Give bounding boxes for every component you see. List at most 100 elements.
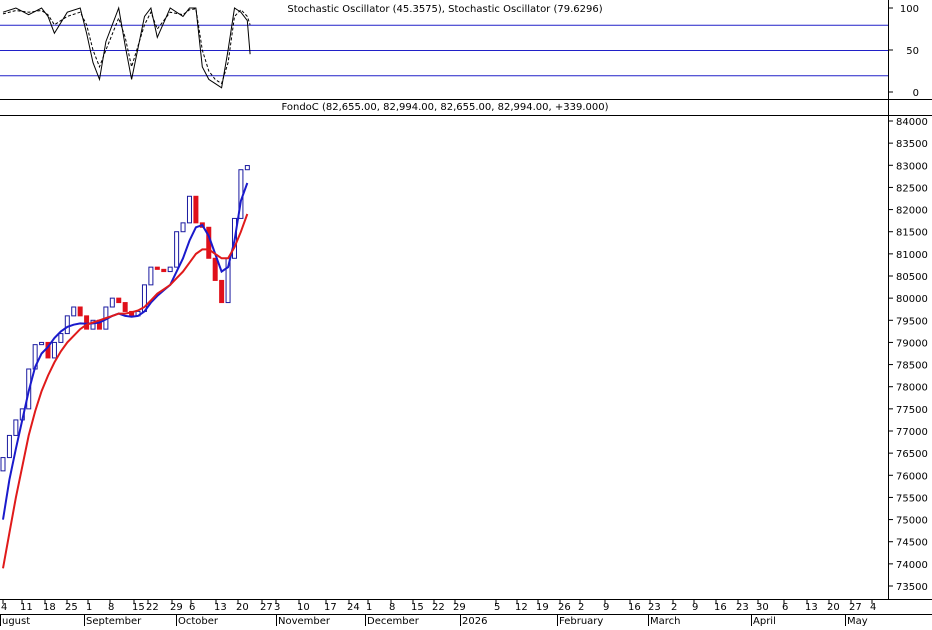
x-tick-label: 22 [432,602,445,613]
x-tick-label: 2 [671,602,677,613]
x-tick-label: 13 [805,602,818,613]
month-label: March [650,616,680,626]
month-label: February [559,616,603,626]
moving-average-line [2,213,249,569]
x-tick-label: 16 [628,602,641,613]
x-tick-label: 9 [692,602,698,613]
x-tick-label: 26 [558,602,571,613]
x-tick-label: 11 [20,602,33,613]
x-tick-label: 27 [849,602,862,613]
x-tick-label: 17 [324,602,337,613]
price-tick-label: 84000 [896,117,928,128]
x-tick-label: 6 [189,602,195,613]
x-tick-label: 30 [756,602,769,613]
x-tick-label: 22 [146,602,159,613]
price-bar [122,302,128,312]
x-tick-label: 5 [494,602,500,613]
osc-tick-label: 100 [900,4,919,15]
price-bar [77,306,83,317]
x-tick-label: 15 [132,602,145,613]
price-bar [148,266,154,286]
x-tick-label: 8 [108,602,114,613]
x-axis: 4 11 18 25 1 8 15 22 29 6 13 20 27 3 10 17 24 1 8 15 22 29 5 12… [0,599,876,627]
month-label: November [278,616,331,626]
month-label: October [178,616,219,626]
price-tick-label: 78500 [896,361,928,372]
price-bar [71,306,77,317]
price-bar [174,231,180,268]
x-tick-label: 12 [515,602,528,613]
price-tick-label: 82500 [896,183,928,194]
price-tick-label: 77500 [896,405,928,416]
price-bar [64,315,70,335]
x-tick-label: 29 [170,602,183,613]
x-tick-label: 2 [578,602,584,613]
price-bar [154,266,160,270]
x-tick-label: 19 [536,602,549,613]
x-tick-label: 1 [366,602,372,613]
price-bar [109,297,115,308]
price-tick-label: 76500 [896,449,928,460]
price-tick-label: 74000 [896,560,928,571]
chart-frame [0,0,932,615]
x-tick-label: 25 [65,602,78,613]
price-bar [186,195,192,224]
x-tick-label: 1 [86,602,92,613]
price-tick-label: 76000 [896,471,928,482]
price-tick-label: 75500 [896,493,928,504]
price-bars [0,165,250,472]
price-bar [212,257,218,281]
price-tick-label: 82000 [896,206,928,217]
month-label: September [86,616,142,626]
price-bar [39,341,45,346]
x-tick-label: 29 [453,602,466,613]
month-label: ugust [2,616,30,626]
osc-panel-title: Stochastic Oscillator (45.3575), Stochas… [287,4,602,15]
price-bar [161,268,167,273]
price-tick-label: 80000 [896,294,928,305]
price-tick-label: 81000 [896,250,928,261]
price-tick-label: 74500 [896,538,928,549]
price-tick-label: 77000 [896,427,928,438]
x-tick-label: 16 [714,602,727,613]
price-tick-label: 75000 [896,516,928,527]
price-panel-title: FondoC (82,655.00, 82,994.00, 82,655.00,… [281,102,608,113]
x-tick-label: 23 [648,602,661,613]
price-bar [116,297,122,304]
price-bar [219,279,225,304]
x-tick-label: 20 [827,602,840,613]
price-tick-label: 81500 [896,228,928,239]
price-bar [244,165,250,171]
month-label: April [753,616,776,626]
x-tick-label: 4 [870,602,876,613]
price-bar [84,315,90,330]
price-tick-label: 80500 [896,272,928,283]
price-bar [0,457,6,472]
osc-series-line [2,6,251,89]
price-bar [51,341,57,359]
x-tick-label: 4 [1,602,7,613]
price-tick-label: 73500 [896,582,928,593]
price-tick-label: 83500 [896,139,928,150]
moving-average-line [2,182,249,520]
x-tick-label: 20 [236,602,249,613]
price-tick-label: 78000 [896,383,928,394]
price-bar [167,266,173,273]
x-tick-label: 10 [297,602,310,613]
price-bar [193,195,199,224]
osc-reference-levels [0,24,888,77]
x-tick-label: 23 [736,602,749,613]
osc-series-line [2,8,251,85]
price-bar [13,419,19,436]
price-tick-label: 79000 [896,338,928,349]
x-tick-label: 18 [43,602,56,613]
x-tick-label: 13 [214,602,227,613]
price-bar [90,319,96,330]
price-axis-ticks: 84000 83500 83000 82500 82000 81500 81000 80500… [888,117,928,593]
month-label: December [367,616,420,626]
x-tick-label: 3 [274,602,280,613]
month-label: 2026 [462,616,487,626]
x-tick-label: 6 [782,602,788,613]
